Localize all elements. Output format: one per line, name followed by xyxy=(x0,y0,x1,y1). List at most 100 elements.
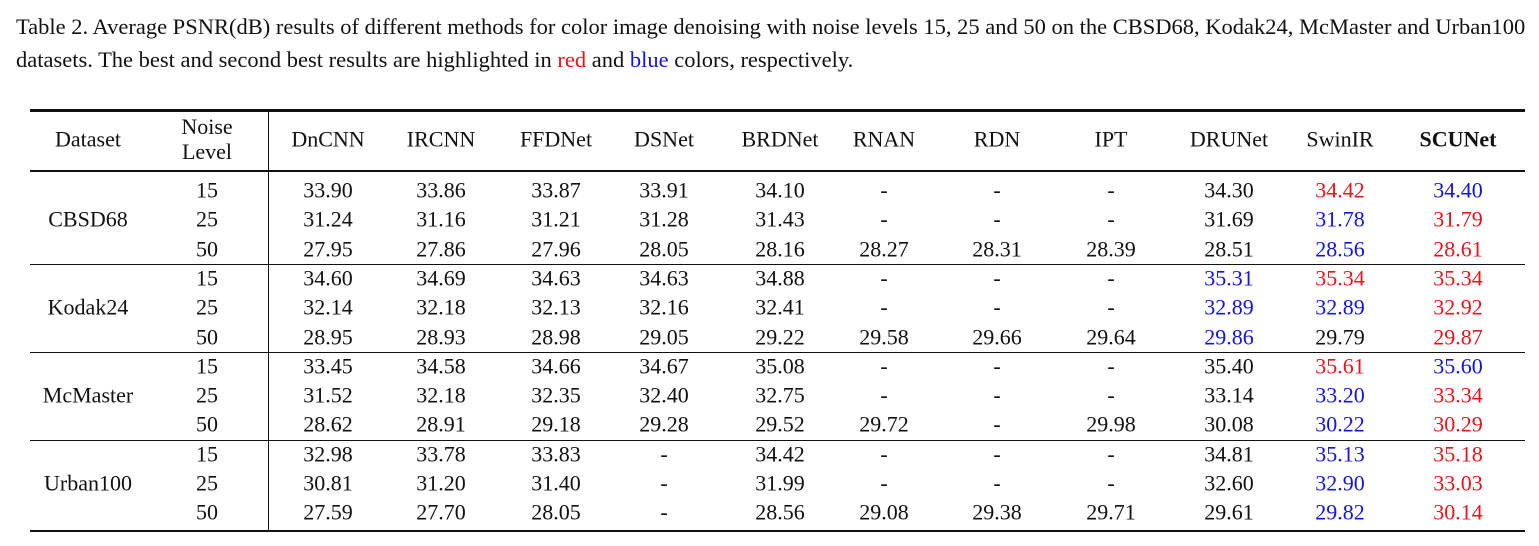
caption-text: blue xyxy=(629,47,669,72)
psnr-value: - xyxy=(880,206,888,232)
psnr-value: 31.20 xyxy=(416,470,466,496)
psnr-value: 31.16 xyxy=(416,206,466,232)
caption-text: red xyxy=(557,47,587,72)
psnr-value: - xyxy=(880,353,888,379)
psnr-value: 28.05 xyxy=(531,499,581,525)
psnr-value: 28.62 xyxy=(303,411,353,437)
psnr-value: - xyxy=(880,294,888,320)
psnr-value: 31.24 xyxy=(303,206,353,232)
psnr-value: 32.89 xyxy=(1204,294,1254,320)
psnr-value: - xyxy=(1107,177,1115,203)
psnr-value: 32.40 xyxy=(639,382,689,408)
psnr-value: 34.88 xyxy=(755,265,805,291)
psnr-value: 34.67 xyxy=(639,353,689,379)
table-rule xyxy=(30,351,1525,353)
header-cell: IPT xyxy=(1094,126,1128,152)
psnr-value: 28.95 xyxy=(303,324,353,349)
psnr-value: - xyxy=(660,441,668,467)
noise-level: 15 xyxy=(196,353,218,379)
psnr-value: 32.92 xyxy=(1433,294,1483,320)
psnr-value: 29.38 xyxy=(972,499,1022,525)
psnr-value: 28.93 xyxy=(416,324,466,349)
psnr-value: 29.52 xyxy=(755,411,805,437)
psnr-value: 33.87 xyxy=(531,177,581,203)
header-cell: SwinIR xyxy=(1306,126,1374,152)
psnr-value: 28.27 xyxy=(859,236,909,262)
psnr-value: 34.81 xyxy=(1204,441,1254,467)
psnr-value: 30.22 xyxy=(1315,411,1365,437)
psnr-value: 33.78 xyxy=(416,441,466,467)
psnr-value: 29.08 xyxy=(859,499,909,525)
psnr-value: 27.70 xyxy=(416,499,466,525)
header-cell: RNAN xyxy=(852,126,916,152)
psnr-value: 29.86 xyxy=(1204,324,1254,349)
psnr-value: 30.81 xyxy=(303,470,353,496)
psnr-value: 28.16 xyxy=(755,236,805,262)
psnr-value: 28.56 xyxy=(1315,236,1365,262)
psnr-value: 29.79 xyxy=(1315,324,1365,349)
psnr-value: 29.87 xyxy=(1433,324,1483,349)
table-rule xyxy=(268,111,270,530)
psnr-value: 35.18 xyxy=(1433,441,1483,467)
psnr-value: 33.90 xyxy=(303,177,353,203)
psnr-value: 28.61 xyxy=(1433,236,1483,262)
psnr-value: 28.51 xyxy=(1204,236,1254,262)
psnr-value: 31.28 xyxy=(639,206,689,232)
psnr-value: 33.86 xyxy=(416,177,466,203)
psnr-value: 33.91 xyxy=(639,177,689,203)
psnr-value: - xyxy=(993,411,1001,437)
psnr-value: 28.39 xyxy=(1086,236,1136,262)
psnr-value: 35.61 xyxy=(1315,353,1365,379)
dataset-label: McMaster xyxy=(42,382,134,408)
psnr-value: - xyxy=(1107,382,1115,408)
header-cell: RDN xyxy=(973,126,1021,152)
header-cell: DSNet xyxy=(634,126,694,152)
dataset-label: CBSD68 xyxy=(48,206,128,232)
psnr-value: - xyxy=(880,177,888,203)
psnr-value: 31.52 xyxy=(303,382,353,408)
dataset-label: Kodak24 xyxy=(47,294,129,320)
noise-level: 15 xyxy=(196,177,218,203)
psnr-value: 34.69 xyxy=(416,265,466,291)
psnr-value: - xyxy=(993,470,1001,496)
psnr-value: 29.18 xyxy=(531,411,581,437)
psnr-value: - xyxy=(993,206,1001,232)
header-cell: Dataset xyxy=(55,126,121,152)
psnr-value: 29.98 xyxy=(1086,411,1136,437)
psnr-value: 35.13 xyxy=(1315,441,1365,467)
psnr-value: 35.34 xyxy=(1315,265,1365,291)
psnr-value: 31.21 xyxy=(531,206,581,232)
psnr-value: 29.64 xyxy=(1086,324,1136,349)
psnr-value: 34.66 xyxy=(531,353,581,379)
psnr-value: 29.71 xyxy=(1086,499,1136,525)
psnr-value: - xyxy=(993,353,1001,379)
psnr-value: - xyxy=(1107,206,1115,232)
table-caption: Table 2. Average PSNR(dB) results of dif… xyxy=(16,10,1531,76)
psnr-value: 32.18 xyxy=(416,382,466,408)
psnr-value: - xyxy=(993,441,1001,467)
psnr-value: 27.95 xyxy=(303,236,353,262)
psnr-value: 29.66 xyxy=(972,324,1022,349)
psnr-value: 29.61 xyxy=(1204,499,1254,525)
psnr-value: 34.30 xyxy=(1204,177,1254,203)
noise-level: 25 xyxy=(196,206,218,232)
table-rule xyxy=(30,529,1525,533)
table-rule xyxy=(30,439,1525,441)
header-cell: BRDNet xyxy=(741,126,819,152)
psnr-value: 31.69 xyxy=(1204,206,1254,232)
psnr-value: 28.91 xyxy=(416,411,466,437)
psnr-value: - xyxy=(880,441,888,467)
psnr-value: - xyxy=(993,294,1001,320)
psnr-value: - xyxy=(1107,353,1115,379)
psnr-value: 33.83 xyxy=(531,441,581,467)
psnr-value: - xyxy=(993,177,1001,203)
psnr-value: 29.28 xyxy=(639,411,689,437)
psnr-value: 30.14 xyxy=(1433,499,1483,525)
psnr-value: 29.82 xyxy=(1315,499,1365,525)
header-cell: DnCNN xyxy=(291,126,365,152)
noise-level: 50 xyxy=(196,499,218,525)
psnr-value: 28.31 xyxy=(972,236,1022,262)
noise-level: 50 xyxy=(196,236,218,262)
psnr-value: 32.90 xyxy=(1315,470,1365,496)
